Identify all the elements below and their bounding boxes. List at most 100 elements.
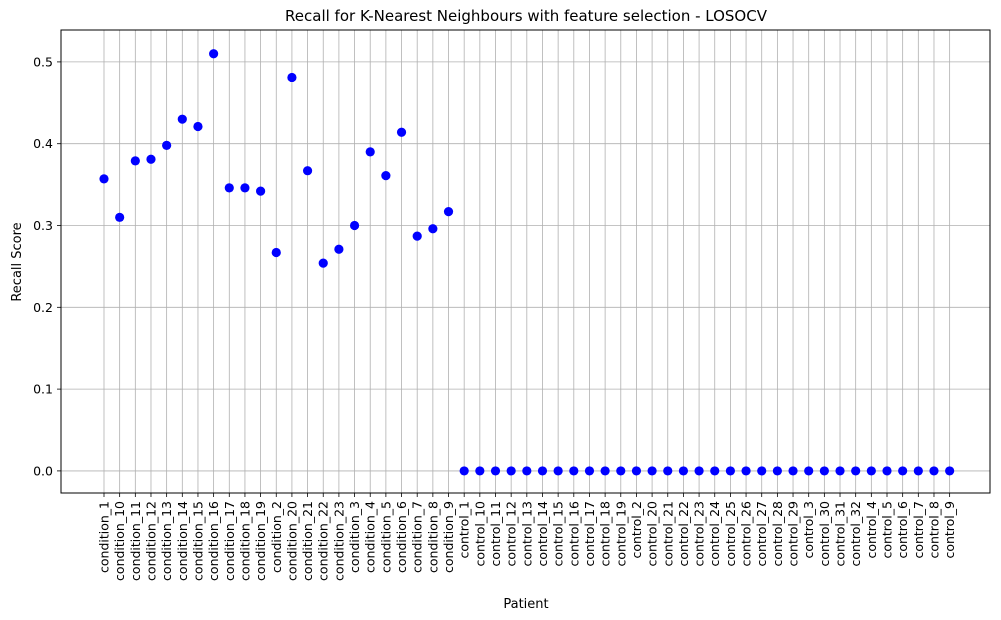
x-tick-label: control_8 [926,501,941,559]
x-tick-label: condition_14 [175,501,190,581]
data-point [725,466,736,476]
x-tick-label: condition_13 [159,501,174,581]
x-tick-label: control_23 [692,501,707,567]
y-tick-label: 0.5 [33,54,53,69]
data-point [287,72,297,83]
data-point [898,466,908,476]
data-point [678,466,689,476]
data-point [929,466,939,476]
data-point [506,466,516,476]
data-point [537,466,548,476]
x-axis-label: Patient [503,597,548,612]
y-tick-label: 0.2 [33,300,53,315]
x-tick-label: condition_4 [363,501,378,573]
x-tick-label: control_18 [598,501,613,567]
x-tick-label: condition_22 [316,501,331,581]
data-point [522,466,532,476]
data-point [240,183,250,193]
data-point [193,121,203,132]
x-tick-label: control_10 [472,501,487,567]
x-tick-label: control_13 [519,501,534,567]
x-tick-label: condition_1 [97,501,112,573]
chart-title: Recall for K-Nearest Neighbours with fea… [285,7,768,25]
data-point [945,466,955,476]
data-point [224,183,234,193]
y-tick-label: 0.3 [33,218,53,233]
data-point [412,231,422,241]
x-tick-label: control_24 [707,501,722,567]
axis-ticks: condition_1 condition_10 condition_11 condi… [33,54,957,581]
data-point [130,156,140,166]
x-tick-label: condition_2 [269,501,284,573]
x-tick-label: condition_17 [222,501,237,581]
data-point [381,171,391,181]
data-point [757,466,767,476]
x-tick-label: control_2 [629,501,644,559]
x-tick-label: condition_11 [128,501,143,581]
data-point [365,147,375,157]
x-tick-label: condition_16 [206,501,221,581]
data-point [209,49,219,59]
x-tick-label: condition_8 [425,501,440,573]
data-point [772,466,782,476]
data-point [349,220,360,231]
data-point [616,466,626,476]
x-tick-label: condition_5 [378,501,393,573]
x-tick-label: control_20 [645,501,660,567]
data-point [256,186,266,196]
data-point [663,466,673,476]
x-tick-label: control_9 [942,501,957,559]
y-tick-label: 0.4 [33,136,53,151]
data-point [631,466,642,476]
data-point [490,466,501,476]
data-point [443,207,454,217]
x-tick-label: control_17 [582,501,597,567]
y-axis-label: Recall Score [10,222,25,301]
data-point [115,212,125,222]
x-tick-label: condition_19 [253,501,268,581]
data-point [788,466,798,476]
x-tick-label: condition_12 [143,501,158,581]
x-tick-label: condition_21 [300,501,315,581]
x-tick-label: control_16 [566,501,581,567]
data-point [99,174,109,184]
data-point [600,466,610,476]
data-point [804,466,814,476]
data-point [177,114,187,124]
data-point [396,127,407,137]
data-point [428,224,438,234]
data-point [302,166,313,176]
x-tick-label: control_29 [786,501,801,567]
data-point [913,466,923,476]
data-point [647,466,657,476]
x-tick-label: control_32 [848,501,863,567]
x-tick-label: condition_23 [331,501,346,581]
x-tick-label: control_3 [801,501,816,559]
x-tick-label: condition_6 [394,501,409,573]
y-tick-label: 0.1 [33,382,53,397]
x-tick-label: control_30 [817,501,832,567]
data-point [271,247,281,258]
data-point [694,466,704,476]
data-point [162,140,172,150]
x-tick-label: control_26 [739,501,754,567]
data-point [835,466,845,476]
x-tick-label: control_14 [535,501,550,567]
x-tick-label: control_11 [488,501,503,567]
x-tick-label: control_25 [723,501,738,567]
x-tick-label: condition_20 [284,501,299,581]
data-point [318,258,328,268]
x-tick-label: control_15 [551,501,566,567]
x-tick-label: control_27 [754,501,769,567]
data-point [334,244,344,254]
data-point [741,466,751,476]
y-tick-label: 0.0 [33,463,53,478]
x-tick-label: control_22 [676,501,691,567]
x-tick-label: control_6 [895,501,910,559]
grid-lines [61,30,990,493]
x-tick-label: control_12 [504,501,519,567]
data-point [146,154,156,164]
data-point [569,466,579,476]
data-point [710,466,720,476]
